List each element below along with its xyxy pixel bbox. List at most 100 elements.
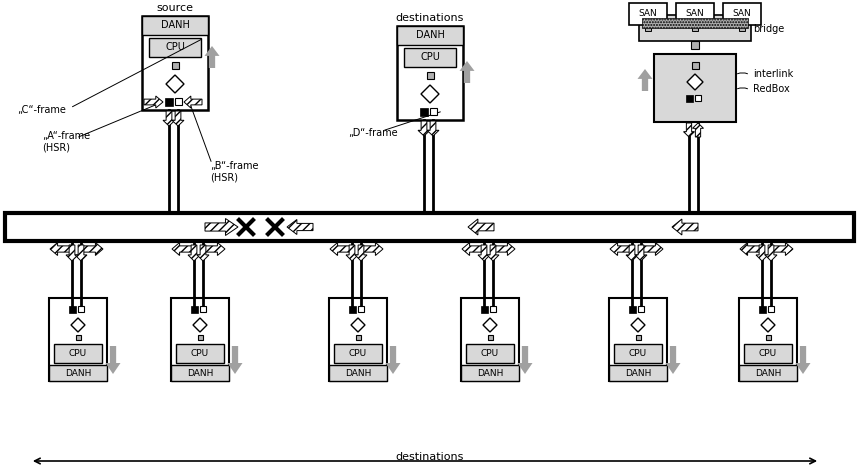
Bar	[175, 98, 182, 105]
Polygon shape	[205, 219, 238, 235]
Bar	[642, 18, 748, 28]
Bar	[636, 335, 641, 340]
Bar	[165, 98, 173, 106]
Polygon shape	[351, 318, 365, 332]
Polygon shape	[287, 219, 313, 234]
Text: DANH: DANH	[477, 369, 503, 377]
Bar	[198, 335, 203, 340]
Polygon shape	[692, 123, 704, 137]
Text: „A“-frame
(HSR): „A“-frame (HSR)	[42, 131, 90, 153]
Bar	[76, 335, 81, 340]
Bar	[739, 25, 745, 31]
Bar	[676, 3, 714, 25]
Polygon shape	[756, 245, 768, 261]
Bar	[744, 344, 792, 363]
Polygon shape	[106, 346, 120, 374]
Bar	[629, 3, 667, 25]
Polygon shape	[460, 61, 474, 83]
Polygon shape	[418, 121, 430, 136]
Polygon shape	[495, 242, 515, 255]
Polygon shape	[795, 346, 811, 374]
Text: CPU: CPU	[759, 349, 777, 358]
Polygon shape	[204, 46, 220, 68]
Polygon shape	[330, 242, 350, 255]
Bar	[334, 344, 382, 363]
Text: CPU: CPU	[481, 349, 499, 358]
Text: DANH: DANH	[161, 21, 190, 30]
Polygon shape	[172, 111, 184, 126]
Bar	[739, 298, 797, 381]
Text: CPU: CPU	[420, 53, 440, 62]
Bar	[430, 108, 437, 115]
Polygon shape	[75, 245, 87, 261]
Bar	[645, 25, 651, 31]
Bar	[691, 41, 699, 49]
Text: DANH: DANH	[64, 369, 91, 377]
Bar	[172, 62, 179, 69]
Text: „B“-frame
(HSR): „B“-frame (HSR)	[210, 161, 259, 183]
Polygon shape	[666, 346, 680, 374]
Polygon shape	[631, 318, 645, 332]
Bar	[69, 306, 76, 313]
Polygon shape	[363, 242, 383, 255]
Bar	[481, 306, 488, 313]
Polygon shape	[637, 69, 653, 91]
Polygon shape	[386, 346, 400, 374]
Polygon shape	[172, 242, 192, 255]
Bar	[176, 344, 224, 363]
Bar	[356, 335, 361, 340]
Text: DANH: DANH	[344, 369, 371, 377]
Bar	[466, 344, 514, 363]
Polygon shape	[773, 242, 793, 255]
Text: CPU: CPU	[165, 42, 185, 53]
Text: bridge: bridge	[753, 24, 784, 34]
Bar	[49, 298, 107, 381]
Polygon shape	[610, 242, 630, 255]
Bar	[629, 306, 636, 313]
Bar	[191, 306, 198, 313]
Polygon shape	[163, 111, 175, 126]
Bar	[759, 306, 766, 313]
Polygon shape	[184, 96, 202, 108]
Text: DANH: DANH	[755, 369, 781, 377]
Bar	[54, 344, 102, 363]
Bar	[420, 108, 428, 116]
Bar	[723, 3, 761, 25]
Polygon shape	[144, 96, 163, 108]
Bar	[171, 365, 229, 381]
Text: SAN: SAN	[733, 9, 752, 19]
Polygon shape	[462, 242, 482, 255]
Text: „C“-frame: „C“-frame	[17, 105, 66, 115]
Bar	[461, 298, 519, 381]
Bar	[142, 16, 208, 110]
Polygon shape	[468, 219, 494, 235]
Bar	[78, 306, 84, 312]
Bar	[692, 25, 698, 31]
Bar	[614, 344, 662, 363]
Text: CPU: CPU	[629, 349, 647, 358]
Text: source: source	[156, 3, 193, 13]
Bar	[49, 365, 107, 381]
Bar	[349, 306, 356, 313]
Bar	[397, 26, 463, 120]
Polygon shape	[83, 242, 103, 255]
Bar	[142, 16, 208, 35]
Polygon shape	[71, 318, 85, 332]
Bar	[329, 298, 387, 381]
Bar	[654, 54, 736, 122]
Polygon shape	[355, 245, 367, 261]
Text: „D“-frame: „D“-frame	[348, 128, 398, 138]
Bar	[329, 365, 387, 381]
Text: DANH: DANH	[416, 30, 444, 41]
Bar	[766, 335, 771, 340]
Polygon shape	[188, 245, 200, 261]
Polygon shape	[487, 245, 499, 261]
Polygon shape	[687, 74, 703, 90]
Bar	[461, 365, 519, 381]
Text: destinations: destinations	[396, 13, 464, 23]
Bar	[609, 298, 667, 381]
Polygon shape	[517, 346, 533, 374]
Polygon shape	[765, 245, 777, 261]
Bar	[397, 26, 463, 45]
Polygon shape	[166, 75, 184, 93]
